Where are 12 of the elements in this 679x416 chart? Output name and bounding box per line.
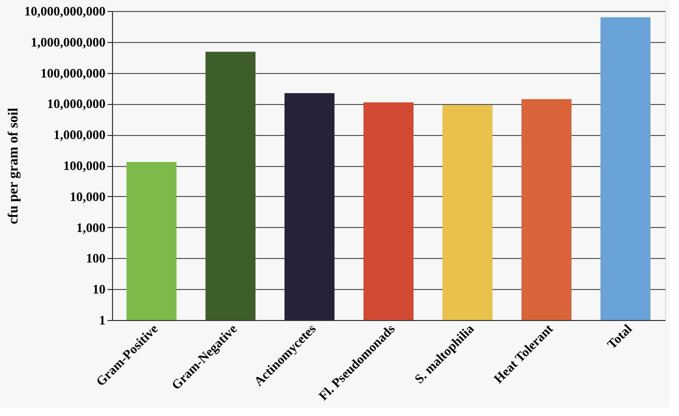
y-tick-label: 10,000 bbox=[70, 188, 106, 204]
y-tick-label: 1,000,000 bbox=[54, 127, 106, 142]
y-tick-label: 10,000,000,000 bbox=[24, 4, 106, 18]
y-tick-label: 10,000,000 bbox=[47, 96, 106, 112]
y-axis-title: cfu per gram of soil bbox=[6, 108, 22, 224]
y-tick-label: 100 bbox=[86, 250, 106, 266]
y-tick-label: 1,000 bbox=[76, 220, 106, 235]
y-tick-label: 100,000 bbox=[63, 158, 106, 173]
y-tick-label: 10 bbox=[92, 282, 106, 297]
y-tick-label: 1,000,000,000 bbox=[30, 34, 106, 50]
y-tick-label: 1 bbox=[99, 312, 106, 328]
y-tick-label: 100,000,000 bbox=[40, 65, 106, 80]
